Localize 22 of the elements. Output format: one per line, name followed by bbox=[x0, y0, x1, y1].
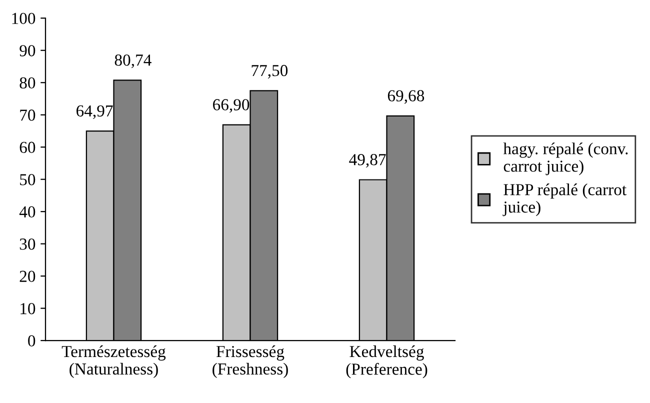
y-tick-label: 100 bbox=[12, 12, 36, 24]
data-label: 77,50 bbox=[252, 64, 288, 79]
x-tick-label: Kedveltség (Preference) bbox=[346, 345, 428, 378]
y-tick-label: 90 bbox=[20, 45, 36, 56]
y-tick-label: 50 bbox=[20, 174, 36, 186]
data-label: 66,90 bbox=[213, 99, 250, 113]
data-label: 49,87 bbox=[349, 154, 386, 168]
y-tick-label: 80 bbox=[20, 77, 36, 89]
data-label: 69,68 bbox=[388, 90, 424, 104]
legend-label: hagy. répalé (conv. carrot juice) bbox=[503, 142, 628, 176]
data-label: 64,97 bbox=[76, 105, 113, 119]
y-tick-label: 10 bbox=[20, 302, 36, 314]
y-tick-label: 30 bbox=[20, 238, 36, 250]
x-tick-label: Természetesség (Naturalness) bbox=[62, 345, 166, 378]
y-tick-label: 70 bbox=[20, 110, 36, 121]
legend-label: HPP répalé (carrot juice) bbox=[502, 184, 626, 216]
y-tick-label: 40 bbox=[19, 206, 36, 218]
y-tick-label: 0 bbox=[28, 335, 36, 346]
y-tick-label: 20 bbox=[20, 270, 36, 282]
data-label: 80,74 bbox=[114, 54, 152, 68]
x-tick-label: Frissesség (Freshness) bbox=[212, 345, 288, 378]
y-tick-label: 60 bbox=[20, 142, 36, 154]
